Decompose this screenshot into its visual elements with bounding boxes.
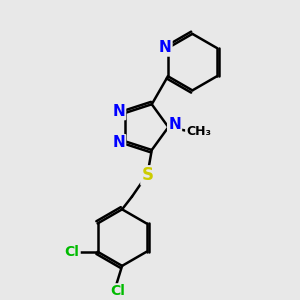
Text: N: N [112,135,125,150]
Text: S: S [142,167,154,184]
Text: N: N [168,117,181,132]
Text: N: N [112,104,125,119]
Text: N: N [159,40,172,56]
Text: CH₃: CH₃ [186,125,211,138]
Text: Cl: Cl [110,284,125,298]
Text: Cl: Cl [65,245,80,259]
